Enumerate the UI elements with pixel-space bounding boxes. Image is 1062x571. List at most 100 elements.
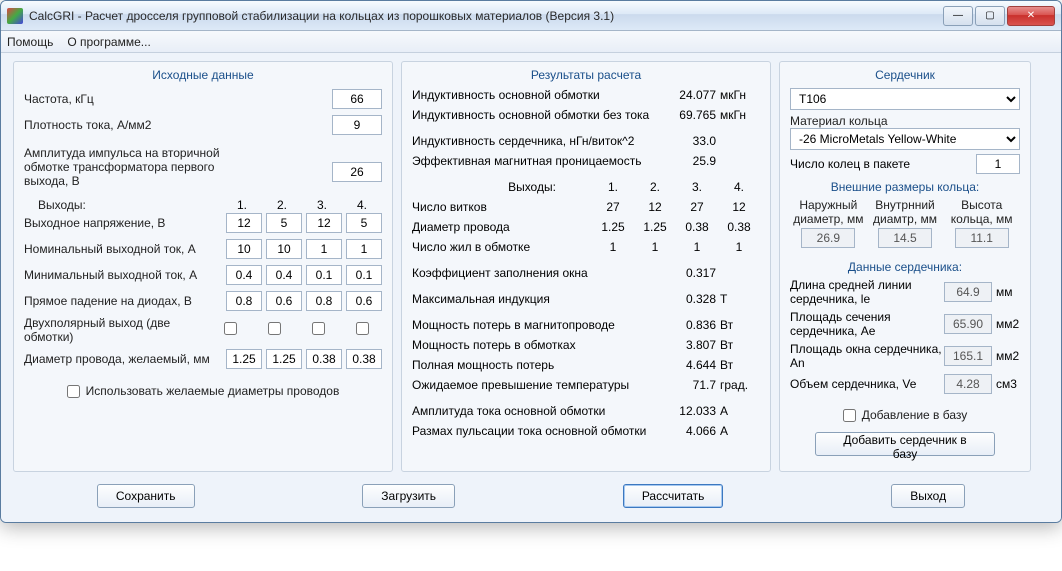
- dwire-1: 1.25: [592, 220, 634, 238]
- col-head-1: 1.: [222, 198, 262, 212]
- vdiode-3[interactable]: [306, 291, 342, 311]
- l-main0-label: Индуктивность основной обмотки без тока: [412, 108, 679, 126]
- col-head-3: 3.: [302, 198, 342, 212]
- calc-button[interactable]: Рассчитать: [623, 484, 724, 508]
- vdiode-1[interactable]: [226, 291, 262, 311]
- menubar: Помощь О программе...: [1, 31, 1061, 53]
- ve-unit: см3: [992, 377, 1020, 391]
- freq-label: Частота, кГц: [24, 92, 332, 106]
- strands-2: 1: [634, 240, 676, 258]
- inom-2[interactable]: [266, 239, 302, 259]
- wire-2[interactable]: [266, 349, 302, 369]
- inom-label: Номинальный выходной ток, А: [24, 242, 226, 256]
- id-head2: диамтр, мм: [867, 212, 944, 226]
- bipolar-chk-4[interactable]: [356, 322, 369, 335]
- panel-core-title: Сердечник: [790, 68, 1020, 82]
- od-val: [801, 228, 855, 248]
- bipolar-chk-1[interactable]: [224, 322, 237, 335]
- dwire-4: 0.38: [718, 220, 760, 238]
- vout-4[interactable]: [346, 213, 382, 233]
- bipolar-chk-2[interactable]: [268, 322, 281, 335]
- window-frame: CalcGRI - Расчет дросселя групповой стаб…: [0, 0, 1062, 523]
- close-button[interactable]: ✕: [1007, 6, 1055, 26]
- od-head2: диаметр, мм: [790, 212, 867, 226]
- maximize-button[interactable]: ▢: [975, 6, 1005, 26]
- panel-results-title: Результаты расчета: [412, 68, 760, 82]
- button-row: Сохранить Загрузить Рассчитать Выход: [13, 484, 1049, 508]
- id-head1: Внутрнний: [867, 198, 944, 212]
- irip-val: 4.066: [686, 424, 716, 442]
- freq-input[interactable]: [332, 89, 382, 109]
- ptot-unit: Вт: [716, 358, 760, 376]
- vdiode-2[interactable]: [266, 291, 302, 311]
- imin-4[interactable]: [346, 265, 382, 285]
- turns-3: 27: [676, 200, 718, 218]
- window-title: CalcGRI - Расчет дросселя групповой стаб…: [29, 9, 943, 23]
- turns-label: Число витков: [412, 200, 592, 218]
- add-core-button[interactable]: Добавить сердечник в базу: [815, 432, 995, 456]
- add-db-chk[interactable]: [843, 409, 856, 422]
- use-wire-chk[interactable]: [67, 385, 80, 398]
- jdens-input[interactable]: [332, 115, 382, 135]
- menu-help[interactable]: Помощь: [7, 35, 53, 49]
- amp-label-2: обмотке трансформатора первого: [24, 160, 332, 174]
- ve-val: [944, 374, 992, 394]
- use-wire-label: Использовать желаемые диаметры проводов: [86, 384, 340, 398]
- inom-1[interactable]: [226, 239, 262, 259]
- mu-val: 25.9: [693, 154, 716, 172]
- content-area: Исходные данные Частота, кГц Плотность т…: [1, 53, 1061, 522]
- an-label: Площадь окна сердечника, An: [790, 342, 944, 370]
- amp-label-3: выхода, В: [24, 174, 332, 188]
- kfill-val: 0.317: [686, 266, 716, 284]
- bmax-label: Максимальная индукция: [412, 292, 686, 310]
- vout-2[interactable]: [266, 213, 302, 233]
- res-col-1: 1.: [592, 180, 634, 198]
- ae-unit: мм2: [992, 317, 1020, 331]
- vdiode-label: Прямое падение на диодах, В: [24, 294, 226, 308]
- material-label: Материал кольца: [790, 114, 1020, 128]
- wire-4[interactable]: [346, 349, 382, 369]
- le-unit: мм: [992, 285, 1020, 299]
- mu-label: Эффективная магнитная проницаемость: [412, 154, 693, 172]
- vout-1[interactable]: [226, 213, 262, 233]
- minimize-button[interactable]: —: [943, 6, 973, 26]
- data-head: Данные сердечника:: [790, 260, 1020, 274]
- l-main0-unit: мкГн: [716, 108, 760, 126]
- amp-input[interactable]: [332, 162, 382, 182]
- inom-4[interactable]: [346, 239, 382, 259]
- material-select[interactable]: -26 MicroMetals Yellow-White: [790, 128, 1020, 150]
- an-unit: мм2: [992, 349, 1020, 363]
- wire-3[interactable]: [306, 349, 342, 369]
- pcore-label: Мощность потерь в магнитопроводе: [412, 318, 686, 336]
- le-val: [944, 282, 992, 302]
- id-val: [878, 228, 932, 248]
- dwire-2: 1.25: [634, 220, 676, 238]
- stack-input[interactable]: [976, 154, 1020, 174]
- menu-about[interactable]: О программе...: [67, 35, 150, 49]
- turns-1: 27: [592, 200, 634, 218]
- vout-3[interactable]: [306, 213, 342, 233]
- imin-3[interactable]: [306, 265, 342, 285]
- panel-core: Сердечник T106 Материал кольца -26 Micro…: [779, 61, 1031, 472]
- imin-1[interactable]: [226, 265, 262, 285]
- h-head2: кольца, мм: [943, 212, 1020, 226]
- stack-label: Число колец в пакете: [790, 157, 976, 171]
- titlebar[interactable]: CalcGRI - Расчет дросселя групповой стаб…: [1, 1, 1061, 31]
- pcore-val: 0.836: [686, 318, 716, 336]
- dwire-label: Диаметр провода: [412, 220, 592, 238]
- l-main0-val: 69.765: [679, 108, 716, 126]
- col-head-2: 2.: [262, 198, 302, 212]
- bipolar-chk-3[interactable]: [312, 322, 325, 335]
- dwire-3: 0.38: [676, 220, 718, 238]
- strands-4: 1: [718, 240, 760, 258]
- core-type-select[interactable]: T106: [790, 88, 1020, 110]
- inom-3[interactable]: [306, 239, 342, 259]
- imin-2[interactable]: [266, 265, 302, 285]
- bmax-unit: Т: [716, 292, 760, 310]
- exit-button[interactable]: Выход: [891, 484, 965, 508]
- wire-1[interactable]: [226, 349, 262, 369]
- save-button[interactable]: Сохранить: [97, 484, 195, 508]
- vdiode-4[interactable]: [346, 291, 382, 311]
- outputs-label: Выходы:: [24, 198, 222, 212]
- load-button[interactable]: Загрузить: [362, 484, 455, 508]
